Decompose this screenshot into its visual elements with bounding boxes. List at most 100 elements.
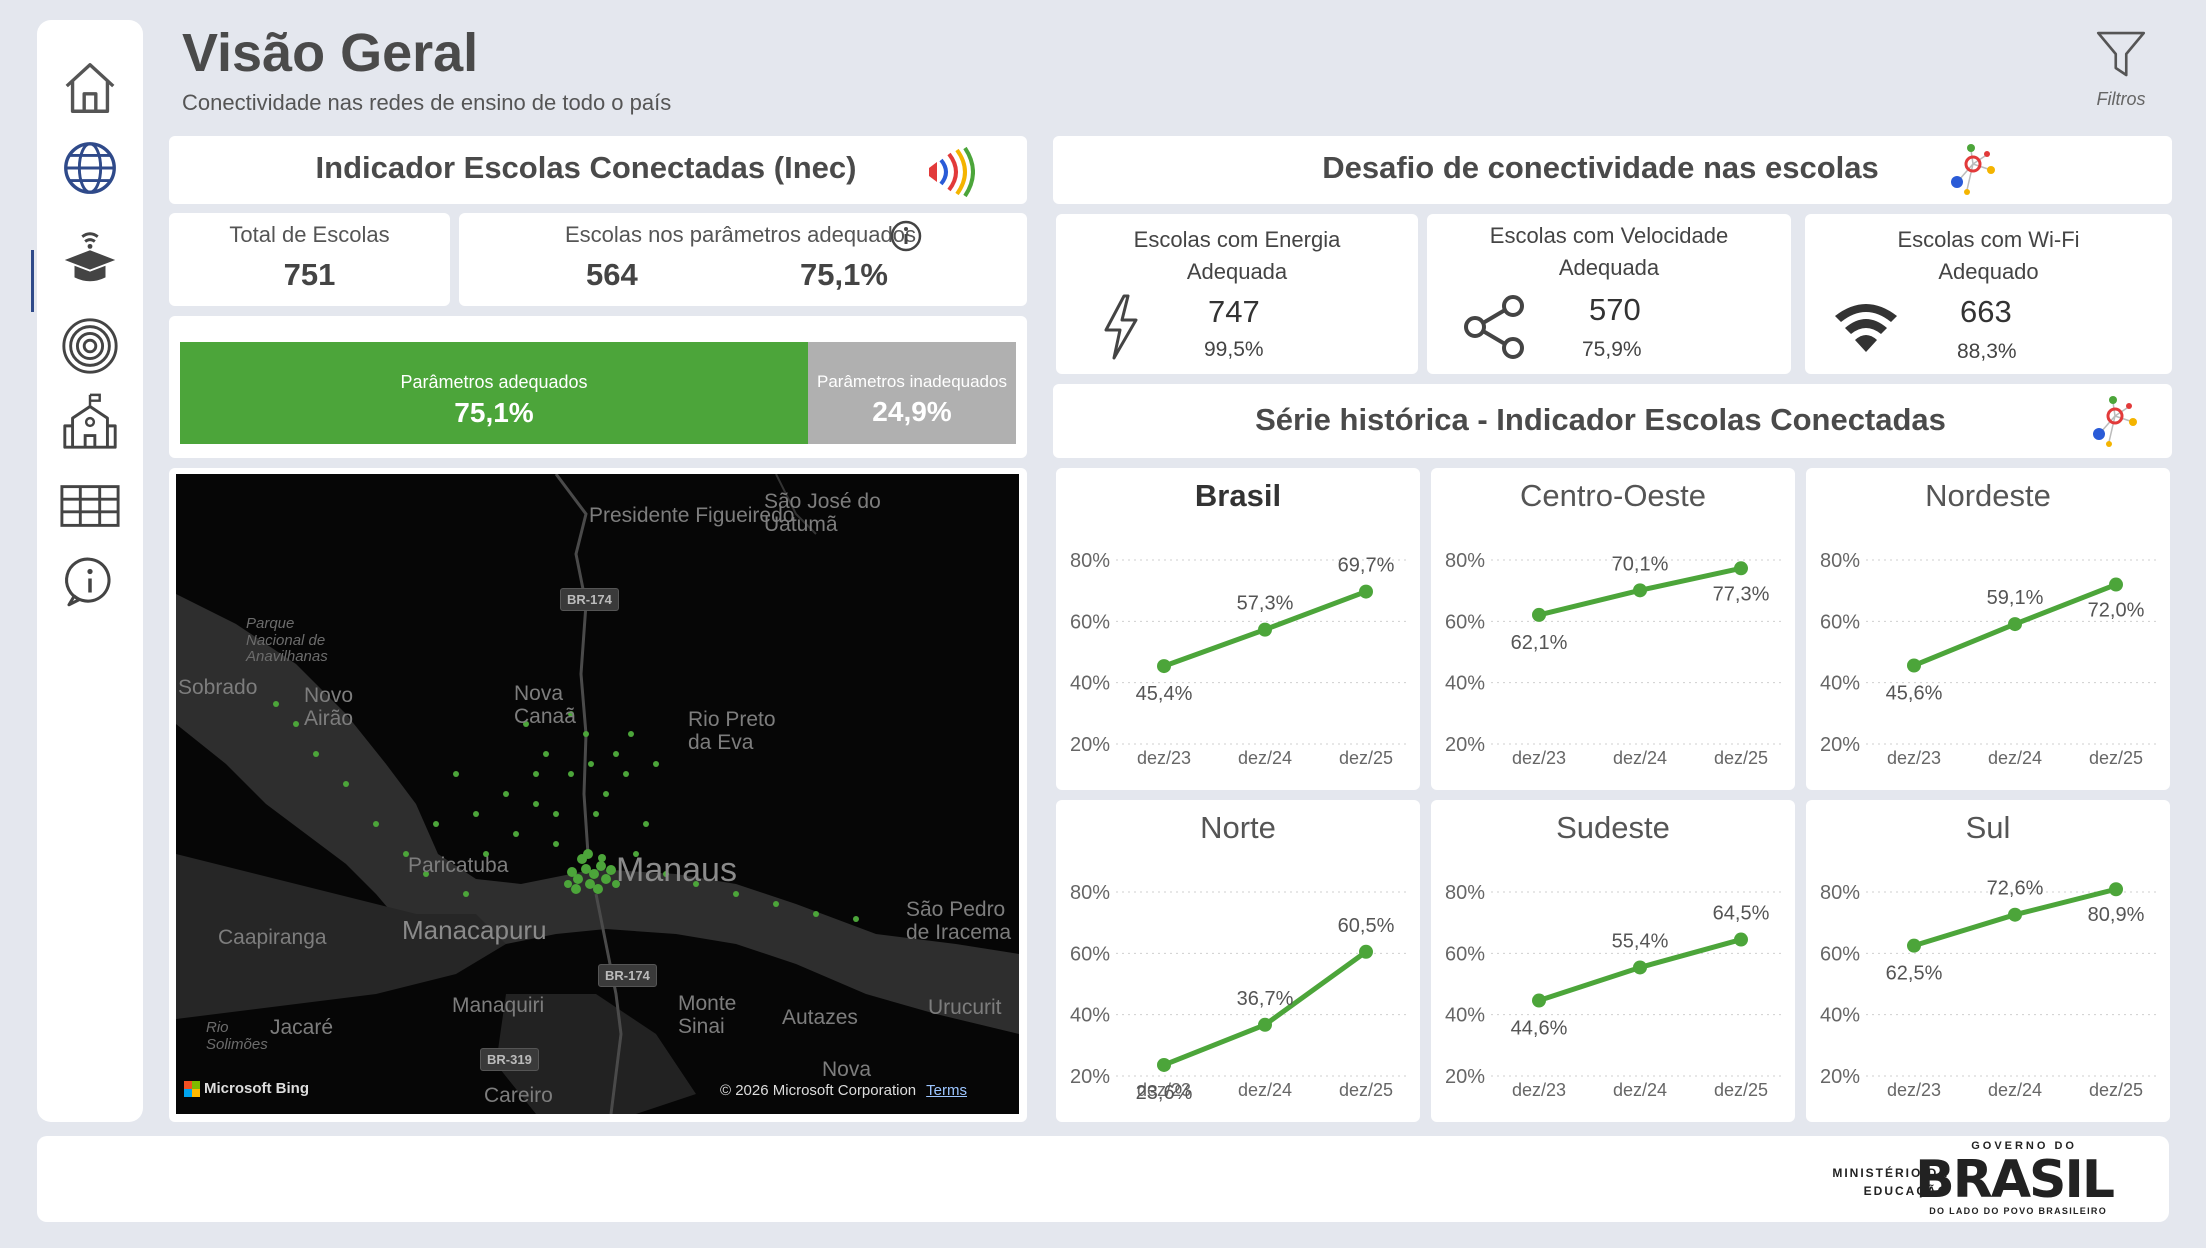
data-point: [1532, 993, 1546, 1008]
y-tick-label: 20%: [1445, 1066, 1485, 1088]
data-label: 77,3%: [1713, 583, 1770, 605]
map-terrain: [176, 474, 1019, 1114]
data-point: [1157, 659, 1171, 674]
data-point: [1907, 658, 1921, 673]
x-tick-label: dez/25: [1339, 748, 1393, 768]
data-point: [1907, 938, 1921, 953]
network-nodes-icon: [1951, 144, 1995, 195]
data-label: 59,1%: [1987, 587, 2044, 609]
adequate-schools-count: 564: [586, 257, 638, 292]
x-tick-label: dez/23: [1512, 1080, 1566, 1100]
y-tick-label: 80%: [1070, 550, 1110, 572]
data-point: [2008, 907, 2022, 922]
nav-target[interactable]: [37, 306, 143, 386]
data-point: [1258, 622, 1272, 637]
data-label: 55,4%: [1612, 930, 1669, 952]
x-tick-label: dez/24: [1988, 748, 2042, 768]
nav-globe[interactable]: [31, 128, 143, 312]
x-tick-label: dez/25: [1714, 748, 1768, 768]
y-tick-label: 40%: [1070, 1005, 1110, 1027]
map-label: Caapiranga: [218, 926, 327, 949]
wifi-value: 663: [1960, 294, 2012, 329]
y-tick-label: 20%: [1070, 734, 1110, 756]
y-tick-label: 80%: [1070, 882, 1110, 904]
map-label: Urucurit: [928, 996, 1002, 1019]
total-schools-value: 751: [283, 257, 336, 292]
nav-table[interactable]: [37, 466, 143, 546]
chart-card-sul: Sul 80% 60% 40% 20% dez/23 dez/24 dez/25 62,5% 7…: [1806, 800, 2170, 1122]
total-schools-label: Total de Escolas: [229, 222, 390, 247]
signal-waves-icon: [929, 146, 975, 198]
chart-card-nordeste: Nordeste 80% 60% 40% 20% dez/23 dez/24 dez/25 4…: [1806, 468, 2170, 790]
nav-education[interactable]: [37, 218, 143, 298]
map-label: Manaquiri: [452, 994, 545, 1017]
chart-title: Brasil: [1194, 478, 1282, 513]
table-icon: [60, 485, 120, 527]
wifi-label: Escolas com Wi-Fi Adequado: [1805, 224, 2172, 288]
speed-value: 570: [1589, 292, 1641, 327]
data-point: [1633, 960, 1647, 975]
map-label: São José do Uatumã: [764, 490, 881, 537]
adequate-bar-label: Parâmetros adequados: [400, 372, 588, 392]
x-tick-label: dez/23: [1512, 748, 1566, 768]
map-label: Manaus: [616, 851, 737, 889]
nav-info[interactable]: [37, 542, 143, 622]
adequate-bar[interactable]: Parâmetros adequados 75,1%: [180, 342, 808, 444]
map-label: Rio Solimões: [206, 1019, 268, 1053]
y-tick-label: 20%: [1445, 734, 1485, 756]
nav-school[interactable]: [37, 382, 143, 462]
chart-title: Centro-Oeste: [1519, 478, 1707, 513]
map-label: Monte Sinai: [678, 992, 737, 1039]
map-label: Presidente Figueiredo: [589, 504, 795, 527]
terms-link[interactable]: Terms: [926, 1082, 967, 1099]
x-tick-label: dez/25: [1339, 1080, 1393, 1100]
y-tick-label: 20%: [1070, 1066, 1110, 1088]
chart-plot: 80% 60% 40% 20% dez/23 dez/24 dez/25 44,6% 55,4%…: [1445, 882, 1781, 1100]
wifi-card: Escolas com Wi-Fi Adequado 663 88,3%: [1805, 214, 2172, 374]
speed-card: Escolas com Velocidade Adequada 570 75,9%: [1427, 214, 1791, 374]
info-icon: [65, 557, 111, 607]
target-icon: [62, 318, 118, 374]
road-shield: BR-174: [560, 588, 619, 611]
x-tick-label: dez/24: [1238, 748, 1292, 768]
wifi-label-line1: Escolas com Wi-Fi: [1897, 227, 2080, 252]
data-point: [1734, 561, 1748, 576]
speed-label-line1: Escolas com Velocidade: [1489, 223, 1729, 248]
data-label: 45,4%: [1136, 683, 1193, 705]
wifi-label-line2: Adequado: [1938, 258, 2039, 284]
inec-title-card: Indicador Escolas Conectadas (Inec): [169, 136, 1027, 204]
energy-value: 747: [1208, 294, 1260, 329]
chart-plot: 80% 60% 40% 20% dez/23 dez/24 dez/25 45,6% 59,1%…: [1820, 550, 2156, 768]
map-label: Paricatuba: [408, 854, 509, 877]
data-label: 72,0%: [2088, 600, 2145, 622]
x-tick-label: dez/23: [1887, 1080, 1941, 1100]
y-tick-label: 80%: [1820, 882, 1860, 904]
energy-label-line2: Adequada: [1186, 258, 1288, 284]
map-view[interactable]: Presidente Figueiredo São José do Uatumã…: [176, 474, 1019, 1114]
inadequate-bar[interactable]: Parâmetros inadequados 24,9%: [808, 342, 1016, 444]
energy-label: Escolas com Energia Adequada: [1056, 224, 1418, 288]
info-circle-icon[interactable]: [889, 219, 923, 253]
data-point: [1359, 584, 1373, 599]
ministry-line1: MINISTÉRIO DA: [1832, 1166, 1949, 1180]
data-label: 70,1%: [1612, 553, 1669, 575]
data-label: 45,6%: [1886, 682, 1943, 704]
page-subtitle: Conectividade nas redes de ensino de tod…: [182, 90, 672, 115]
gov-brasil-logo: BRASIL: [1915, 1150, 2115, 1210]
y-tick-label: 80%: [1820, 550, 1860, 572]
challenge-title: Desafio de conectividade nas escolas: [1322, 150, 1879, 185]
chart-card-brasil: Brasil 80% 60% 40% 20% dez/23 dez/24 dez/25 45,…: [1056, 468, 1420, 790]
filters-button[interactable]: Filtros: [2086, 26, 2156, 116]
chart-title: Nordeste: [1925, 478, 2051, 513]
map-label: Autazes: [782, 1006, 858, 1029]
x-tick-label: dez/25: [2089, 1080, 2143, 1100]
ministry-line2: EDUCAÇÃO: [1863, 1184, 1949, 1198]
map-label: Sobrado: [178, 676, 258, 699]
energy-label-line1: Escolas com Energia: [1133, 227, 1341, 252]
energy-pct: 99,5%: [1204, 338, 1264, 361]
nav-home[interactable]: [37, 48, 143, 128]
filters-label: Filtros: [2096, 89, 2146, 109]
filter-icon: [2096, 31, 2146, 77]
map-label: Jacaré: [270, 1016, 334, 1039]
y-tick-label: 40%: [1820, 673, 1860, 695]
